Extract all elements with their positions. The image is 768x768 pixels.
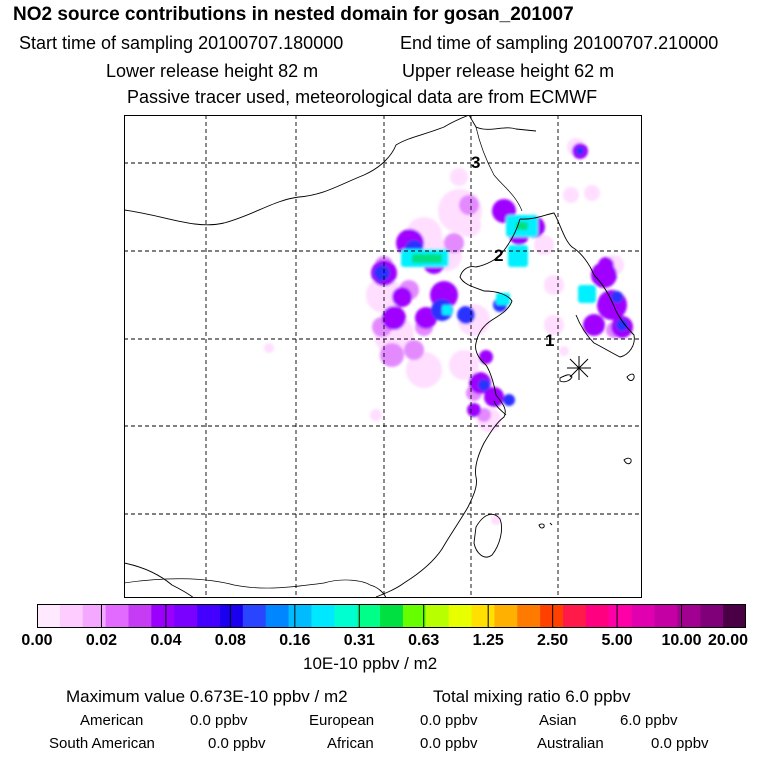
tracer-info: Passive tracer used, meteorological data… bbox=[127, 87, 598, 107]
region-name: African bbox=[327, 735, 374, 752]
region-name: European bbox=[309, 712, 375, 729]
colorbar-cell bbox=[608, 604, 633, 628]
colorbar-cells bbox=[37, 604, 746, 628]
colorbar-cell bbox=[517, 604, 541, 628]
asterisk-icon bbox=[567, 356, 591, 380]
colorbar-tick-label: 20.00 bbox=[707, 632, 749, 649]
colorbar-cell bbox=[563, 604, 587, 628]
region-value: 0.0 ppbv bbox=[208, 735, 266, 752]
colorbar-cell bbox=[448, 604, 472, 628]
region-value: 0.0 ppbv bbox=[190, 712, 248, 729]
colorbar-cell bbox=[59, 604, 84, 628]
map-label-1: 1 bbox=[545, 331, 554, 350]
map-panel: 3 2 1 bbox=[124, 115, 642, 598]
region-value: 0.0 ppbv bbox=[420, 735, 478, 752]
max-value: Maximum value 0.673E-10 ppbv / m2 bbox=[66, 687, 348, 706]
borders bbox=[124, 126, 523, 589]
map-label-2: 2 bbox=[494, 246, 503, 265]
colorbar-cell bbox=[174, 604, 198, 628]
colorbar-cell bbox=[494, 604, 518, 628]
colorbar-tick-label: 0.63 bbox=[408, 632, 440, 649]
colorbar-frame bbox=[37, 604, 746, 628]
start-time: Start time of sampling 20100707.180000 bbox=[19, 33, 344, 53]
colorbar-cell bbox=[471, 604, 495, 628]
colorbar-cell bbox=[654, 604, 678, 628]
colorbar-cell bbox=[311, 604, 335, 628]
colorbar-tick-label: 0.02 bbox=[85, 632, 118, 649]
region-name: Asian bbox=[539, 712, 577, 729]
colorbar-cell bbox=[242, 604, 267, 628]
colorbar-tick-label: 0.08 bbox=[214, 632, 246, 649]
colorbar-cell bbox=[425, 604, 450, 628]
upper-release-height: Upper release height 62 m bbox=[402, 61, 615, 81]
colorbar-cell bbox=[151, 604, 175, 628]
lower-release-height: Lower release height 82 m bbox=[106, 61, 319, 81]
colorbar-units: 10E-10 ppbv / m2 bbox=[303, 654, 438, 673]
colorbar-cell bbox=[128, 604, 152, 628]
colorbar-tick-label: 0.16 bbox=[279, 632, 311, 649]
colorbar-cell bbox=[265, 604, 289, 628]
colorbar-cell bbox=[723, 604, 746, 628]
colorbar-cell bbox=[540, 604, 564, 628]
colorbar-cell bbox=[82, 604, 107, 628]
colorbar-cell bbox=[288, 604, 312, 628]
colorbar-tick-label: 0.04 bbox=[150, 632, 182, 649]
region-name: South American bbox=[49, 735, 155, 752]
colorbar-tick-label: 1.25 bbox=[472, 632, 504, 649]
colorbar-cell bbox=[700, 604, 724, 628]
colorbar-cell bbox=[402, 604, 427, 628]
colorbar-cell bbox=[37, 604, 61, 628]
region-value: 6.0 ppbv bbox=[620, 712, 678, 729]
graticule bbox=[124, 115, 642, 598]
region-name: American bbox=[80, 712, 144, 729]
colorbar-tick-label: 10.00 bbox=[661, 632, 702, 649]
colorbar-cell bbox=[631, 604, 655, 628]
colorbar-tick-label: 0.00 bbox=[21, 632, 53, 649]
colorbar-tick-label: 2.50 bbox=[537, 632, 569, 649]
colorbar-tick-label: 0.31 bbox=[343, 632, 375, 649]
colorbar-cell bbox=[219, 604, 244, 628]
colorbar-cell bbox=[105, 604, 129, 628]
concentration-field bbox=[264, 138, 633, 525]
end-time: End time of sampling 20100707.210000 bbox=[400, 33, 719, 53]
region-value: 0.0 ppbv bbox=[651, 735, 709, 752]
map-frame bbox=[124, 115, 642, 598]
colorbar-tick-label: 5.00 bbox=[601, 632, 633, 649]
colorbar-cell bbox=[197, 604, 221, 628]
region-value: 0.0 ppbv bbox=[420, 712, 478, 729]
colorbar-cell bbox=[334, 604, 358, 628]
colorbar-cell bbox=[380, 604, 404, 628]
colorbar bbox=[37, 604, 746, 628]
total-mixing-ratio: Total mixing ratio 6.0 ppbv bbox=[433, 687, 631, 706]
colorbar-cell bbox=[357, 604, 381, 628]
region-name: Australian bbox=[537, 735, 604, 752]
colorbar-cell bbox=[585, 604, 610, 628]
colorbar-cell bbox=[677, 604, 701, 628]
figure-title: NO2 source contributions in nested domai… bbox=[13, 4, 574, 25]
map-label-3: 3 bbox=[471, 153, 480, 172]
coastlines bbox=[124, 115, 635, 598]
